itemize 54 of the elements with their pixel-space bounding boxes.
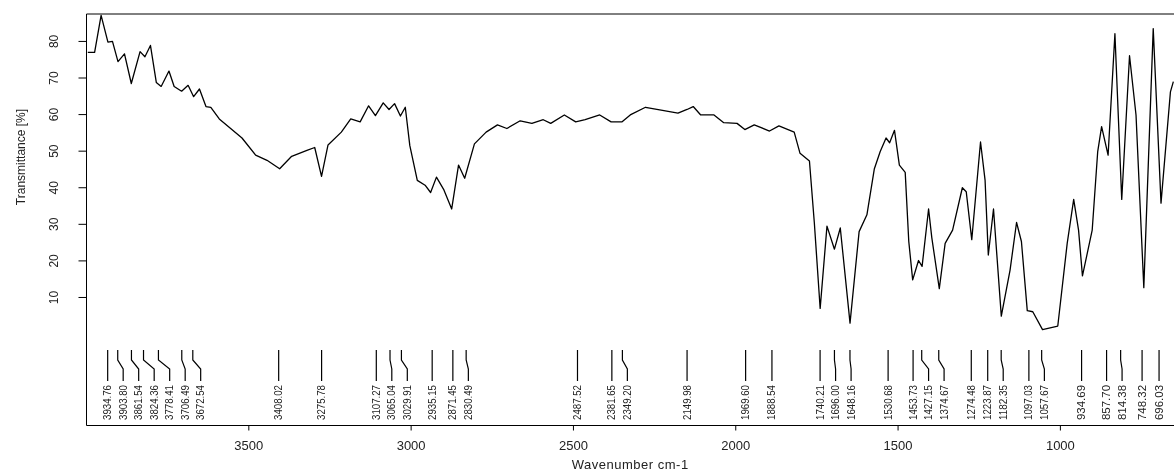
annotation: 814.38 bbox=[1116, 384, 1128, 420]
annotation: 3065.04 bbox=[386, 383, 398, 420]
annotation: 1648.16 bbox=[845, 383, 857, 420]
annotation: 1274.48 bbox=[965, 383, 977, 420]
annotation: 1453.73 bbox=[907, 383, 919, 420]
annotation: 748.32 bbox=[1136, 384, 1148, 420]
annotation: 1530.68 bbox=[882, 383, 894, 420]
y-tick-label: 50 bbox=[47, 144, 61, 158]
x-tick-label: 1500 bbox=[883, 437, 913, 453]
annotation: 2149.98 bbox=[681, 383, 693, 420]
y-tick-label: 80 bbox=[47, 34, 61, 49]
y-axis-title: Transmittance [%] bbox=[14, 108, 28, 206]
annotation: 2487.52 bbox=[571, 383, 583, 420]
annotation: 3778.41 bbox=[164, 383, 176, 420]
annotation: 3934.76 bbox=[102, 383, 114, 420]
annotation: 1182.35 bbox=[997, 384, 1009, 420]
annotation: 2830.49 bbox=[462, 383, 474, 420]
annotation: 1223.87 bbox=[982, 383, 994, 420]
x-tick-label: 1000 bbox=[1045, 437, 1075, 453]
annotation: 3275.78 bbox=[316, 383, 328, 420]
annotation: 3107.27 bbox=[370, 383, 382, 420]
annotation: 1969.60 bbox=[740, 383, 752, 420]
y-tick-label: 20 bbox=[47, 253, 61, 268]
y-tick-label: 60 bbox=[47, 107, 61, 122]
annotation: 1888.54 bbox=[766, 383, 778, 420]
annotation: 2871.45 bbox=[447, 383, 459, 420]
annotation: 3903.80 bbox=[117, 383, 129, 420]
y-tick-label: 30 bbox=[47, 217, 61, 231]
annotation: 696.03 bbox=[1153, 384, 1165, 420]
annotation: 3706.49 bbox=[179, 383, 191, 420]
y-tick-label: 70 bbox=[47, 71, 61, 85]
y-tick-label: 40 bbox=[47, 180, 61, 195]
annotation: 2381.65 bbox=[606, 383, 618, 420]
annotation: 3672.54 bbox=[195, 383, 207, 420]
annotation: 1427.15 bbox=[923, 383, 935, 420]
annotation: 1097.03 bbox=[1023, 383, 1035, 420]
x-tick-label: 3000 bbox=[396, 437, 426, 453]
annotation: 3408.02 bbox=[273, 383, 285, 420]
annotation: 3824.36 bbox=[148, 383, 160, 420]
annotation: 1696.00 bbox=[830, 383, 842, 420]
annotation: 1740.21 bbox=[814, 383, 826, 420]
annotation: 2349.20 bbox=[621, 383, 633, 420]
annotation: 934.69 bbox=[1076, 384, 1088, 420]
annotation: 857.70 bbox=[1101, 384, 1113, 420]
x-tick-label: 2000 bbox=[721, 437, 751, 453]
x-tick-label: 2500 bbox=[558, 437, 588, 453]
x-axis-title: Wavenumber cm-1 bbox=[571, 457, 689, 472]
y-tick-label: 10 bbox=[47, 290, 61, 305]
annotation: 1057.67 bbox=[1038, 383, 1050, 420]
annotation: 1374.67 bbox=[938, 383, 950, 420]
annotation: 3861.54 bbox=[133, 383, 145, 420]
annotation: 2935.15 bbox=[426, 383, 438, 420]
annotation: 3029.91 bbox=[401, 383, 413, 420]
x-tick-label: 3500 bbox=[234, 437, 264, 453]
